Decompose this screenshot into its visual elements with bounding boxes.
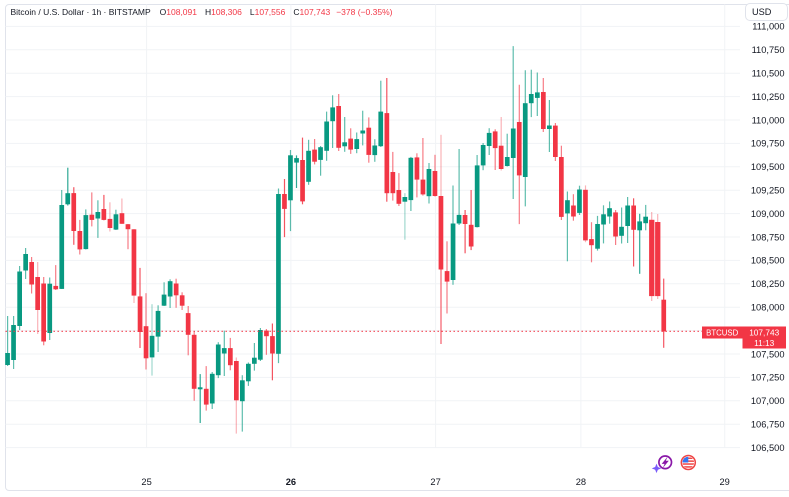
svg-text:11:13: 11:13 bbox=[754, 338, 775, 348]
svg-text:107,743: 107,743 bbox=[749, 327, 779, 337]
svg-text:28: 28 bbox=[576, 477, 586, 487]
svg-text:BTCUSD: BTCUSD bbox=[706, 328, 738, 337]
svg-text:106,750: 106,750 bbox=[751, 420, 785, 430]
svg-text:110,750: 110,750 bbox=[752, 45, 785, 55]
svg-text:107,250: 107,250 bbox=[751, 373, 785, 383]
svg-text:109,750: 109,750 bbox=[751, 139, 785, 149]
svg-text:106,500: 106,500 bbox=[751, 443, 785, 453]
svg-text:111,000: 111,000 bbox=[752, 22, 784, 32]
svg-text:107,000: 107,000 bbox=[751, 396, 785, 406]
svg-text:108,750: 108,750 bbox=[751, 232, 785, 242]
svg-text:108,500: 108,500 bbox=[751, 256, 785, 266]
svg-text:27: 27 bbox=[430, 477, 440, 487]
svg-text:25: 25 bbox=[141, 477, 151, 487]
svg-text:110,250: 110,250 bbox=[752, 92, 785, 102]
svg-text:107,500: 107,500 bbox=[751, 349, 785, 359]
svg-text:109,000: 109,000 bbox=[751, 209, 785, 219]
svg-text:109,250: 109,250 bbox=[751, 186, 785, 196]
svg-text:108,250: 108,250 bbox=[751, 279, 785, 289]
svg-text:109,500: 109,500 bbox=[751, 162, 785, 172]
svg-text:26: 26 bbox=[286, 477, 296, 487]
svg-text:108,000: 108,000 bbox=[751, 303, 785, 313]
svg-text:29: 29 bbox=[720, 477, 730, 487]
svg-text:110,500: 110,500 bbox=[752, 69, 785, 79]
svg-text:110,000: 110,000 bbox=[752, 115, 785, 125]
